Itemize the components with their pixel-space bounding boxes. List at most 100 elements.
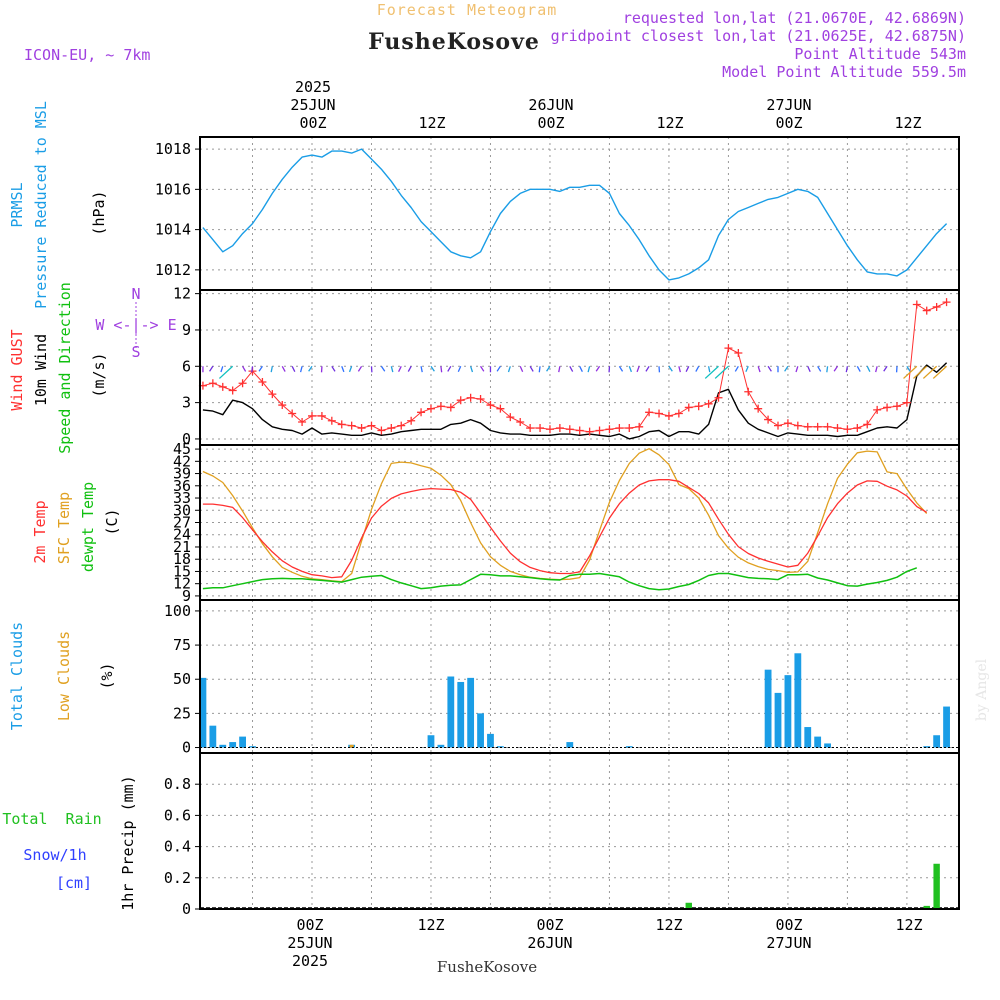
- wind-direction-arrow: [668, 365, 673, 372]
- ytick-label: 25: [173, 704, 191, 722]
- temp-unit: (C): [103, 508, 121, 535]
- gust-marker: [605, 425, 614, 434]
- gust-marker: [625, 424, 634, 433]
- gust-marker: [268, 390, 277, 399]
- wind-direction-arrow: [242, 365, 247, 372]
- gust-marker: [684, 403, 693, 412]
- compass-west-east: W <-|-> E: [95, 316, 176, 334]
- gust-marker: [674, 409, 683, 418]
- ytick-label: 27: [173, 514, 191, 532]
- wind-direction-arrow: [251, 366, 254, 373]
- gust-marker: [288, 409, 297, 418]
- ytick-label: 75: [173, 636, 191, 654]
- wind-speed-line: [202, 362, 948, 440]
- gust-marker: [377, 426, 386, 435]
- gust-marker: [545, 425, 554, 434]
- wind-direction-arrow: [645, 365, 650, 372]
- bottom-tick-1: 00Z: [296, 916, 323, 934]
- total-cloud-bar: [824, 743, 831, 748]
- temp2m-label: 2m Temp: [31, 500, 49, 563]
- footer-location: FusheKosove: [437, 958, 537, 976]
- sfc-temp-line: [202, 448, 928, 583]
- gust-marker: [278, 401, 287, 410]
- wind-direction-arrow: [628, 366, 633, 373]
- gust-marker: [228, 386, 237, 395]
- total-cloud-bar: [477, 713, 484, 748]
- requested-coords: requested lon,lat (21.0670E, 42.6869N): [623, 9, 966, 27]
- ytick-label: 36: [173, 477, 191, 495]
- total-cloud-bar: [804, 727, 812, 748]
- gust-marker: [238, 379, 247, 388]
- gust-marker: [813, 422, 822, 431]
- total-cloud-bar: [467, 677, 475, 748]
- wind-direction-arrow: [270, 366, 273, 373]
- gust-marker: [774, 421, 783, 430]
- gust-marker: [902, 398, 911, 407]
- credit-watermark: by Angel: [974, 658, 990, 721]
- wind-direction-arrow: [558, 366, 561, 373]
- low-cloud-bar: [349, 744, 354, 748]
- total-cloud-bar: [625, 746, 633, 748]
- wind-direction-arrow: [348, 366, 353, 373]
- wind-direction-arrow: [875, 366, 878, 373]
- ytick-label: 1014: [155, 221, 191, 239]
- wind-direction-arrow: [569, 365, 574, 372]
- bottom-tick-5: 00Z: [775, 916, 802, 934]
- wind-direction-arrow: [817, 365, 822, 372]
- low-clouds-label: Low Clouds: [55, 631, 73, 721]
- ytick-label: 100: [164, 602, 191, 620]
- wind-direction-arrow: [380, 365, 386, 372]
- gust-line: [202, 301, 947, 433]
- ytick-label: 45: [173, 440, 191, 458]
- wind-direction-arrow: [299, 366, 303, 373]
- ytick-label: 0: [182, 900, 191, 918]
- wind-direction-arrow: [407, 365, 412, 372]
- wind-direction-arrow: [866, 366, 871, 372]
- pressure-unit: (hPa): [90, 190, 108, 235]
- total-cloud-bar: [239, 736, 246, 748]
- gust-marker: [942, 298, 951, 307]
- total-cloud-bar: [437, 744, 445, 748]
- wind-direction-arrow: [807, 366, 811, 373]
- wind-direction-arrow: [707, 366, 711, 373]
- gust-marker: [496, 404, 505, 413]
- gust-marker: [863, 420, 872, 429]
- ytick-label: 30: [173, 501, 191, 519]
- wind-direction-arrow: [331, 365, 336, 372]
- gust-marker: [724, 344, 733, 353]
- bottom-date-1: 25JUN: [287, 934, 332, 952]
- ytick-label: 0.4: [164, 838, 191, 856]
- wind-direction-arrow: [519, 366, 524, 373]
- wind-direction-arrow: [281, 365, 286, 372]
- wind-direction-arrow: [440, 366, 443, 373]
- sfc-temp-label: SFC Temp: [55, 492, 73, 564]
- gust-marker: [803, 422, 812, 431]
- rain-bar: [685, 902, 692, 909]
- dewpt-label: dewpt Temp: [79, 482, 97, 572]
- top-date-1: 25JUN: [290, 96, 335, 114]
- top-tick-5: 00Z: [775, 114, 802, 132]
- ytick-label: 33: [173, 489, 191, 507]
- wind-direction-arrow: [784, 365, 789, 372]
- gust-marker: [486, 401, 495, 410]
- ytick-label: 0.2: [164, 869, 191, 887]
- gust-marker: [506, 413, 515, 422]
- wind-direction-arrow: [883, 365, 888, 372]
- ytick-label: 1016: [155, 180, 191, 198]
- gust-marker: [476, 394, 485, 403]
- top-date-3: 27JUN: [766, 96, 811, 114]
- ytick-label: 24: [173, 526, 191, 544]
- total-cloud-bar: [219, 744, 227, 748]
- gust-marker: [466, 393, 475, 402]
- wind-dir-label: Speed and Direction: [56, 282, 74, 454]
- location-title: FusheKosove: [368, 29, 540, 55]
- ytick-label: 12: [173, 575, 191, 593]
- wind-direction-arrow: [636, 366, 640, 373]
- ytick-label: 21: [173, 538, 191, 556]
- wind-direction-arrow: [507, 366, 511, 373]
- total-cloud-bar: [814, 736, 822, 748]
- wind-direction-arrow: [734, 365, 739, 372]
- gust-marker: [357, 424, 366, 433]
- total-rain-label: Total Rain: [2, 810, 101, 828]
